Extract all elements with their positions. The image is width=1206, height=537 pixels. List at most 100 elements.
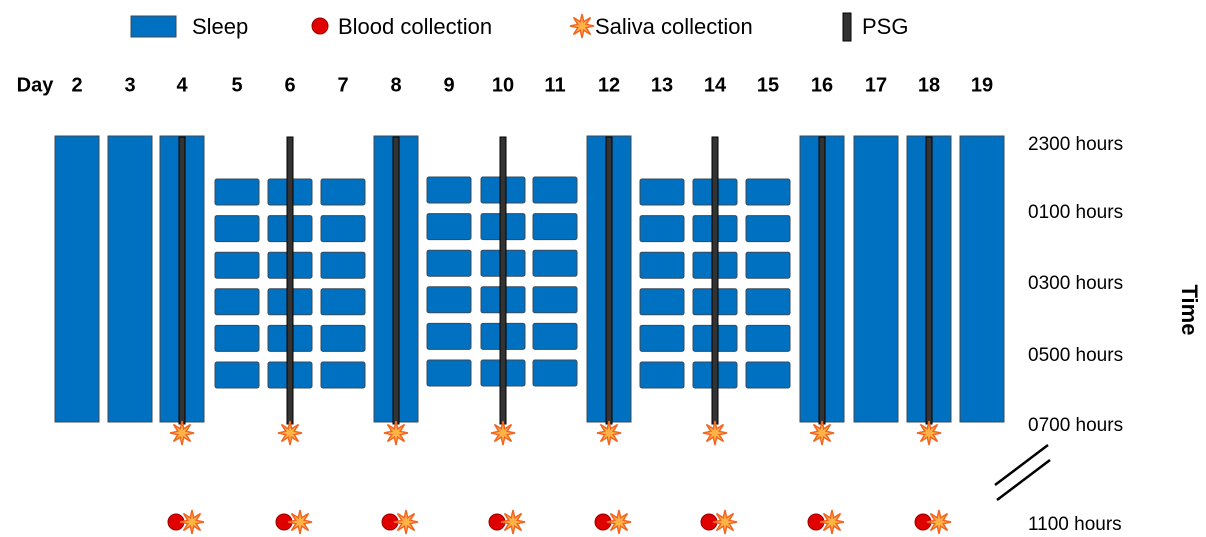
sleep-fragment	[639, 178, 685, 206]
psg-recording	[711, 136, 719, 425]
sleep-fragment	[532, 286, 578, 314]
psg-recording	[499, 136, 507, 425]
day-number: 7	[337, 74, 348, 96]
sleep-fragment	[639, 324, 685, 352]
day-number: 12	[598, 74, 620, 96]
legend-label: PSG	[862, 14, 908, 39]
sleep-fragment	[532, 359, 578, 387]
saliva-collection	[926, 509, 952, 535]
day-numbers: 2 3 4 5 6 7 8 9 10 11 12 13 14 15 16 17 18 19	[71, 74, 993, 96]
day-number: 9	[443, 74, 454, 96]
sleep-block	[959, 135, 1005, 423]
sleep-fragment	[532, 322, 578, 350]
sleep-fragment	[214, 324, 260, 352]
sleep-fragment	[745, 288, 791, 316]
day-number: 5	[231, 74, 242, 96]
saliva-collection	[393, 509, 419, 535]
sleep-fragment	[320, 288, 366, 316]
saliva-collection	[569, 13, 595, 39]
day-number: 16	[811, 74, 833, 96]
sleep-fragment	[532, 249, 578, 277]
saliva-collection	[179, 509, 205, 535]
sleep-fragment	[320, 215, 366, 243]
saliva-collection	[169, 420, 195, 446]
sleep-block	[853, 135, 899, 423]
hour-label: 1100 hours	[1028, 514, 1122, 535]
hour-label: 0500 hours	[1028, 345, 1123, 366]
day-number: 11	[544, 74, 565, 96]
legend-sleep-swatch	[130, 15, 177, 38]
sleep-fragment	[639, 251, 685, 279]
psg-recording	[605, 136, 613, 425]
sleep-fragment	[320, 178, 366, 206]
sleep-fragment	[426, 213, 472, 241]
sleep-fragment	[426, 322, 472, 350]
sleep-fragment	[532, 213, 578, 241]
saliva-collection	[819, 509, 845, 535]
saliva-collection	[277, 420, 303, 446]
sleep-block	[107, 135, 153, 423]
sleep-fragment	[745, 178, 791, 206]
sleep-fragment	[745, 251, 791, 279]
sleep-fragment	[745, 324, 791, 352]
saliva-collection	[287, 509, 313, 535]
day-number: 3	[124, 74, 135, 96]
psg-recording	[818, 136, 826, 425]
hour-label: 0300 hours	[1028, 273, 1123, 294]
hour-label: 0700 hours	[1028, 415, 1123, 436]
day-number: 19	[971, 74, 993, 96]
sleep-fragment	[745, 215, 791, 243]
saliva-collection	[712, 509, 738, 535]
day-number: 4	[176, 74, 188, 96]
legend: Sleep Blood collection Saliva collection…	[130, 12, 908, 42]
day-number: 17	[865, 74, 887, 96]
day-number: 13	[651, 74, 673, 96]
legend-label: Blood collection	[338, 14, 492, 39]
axis-break	[996, 459, 1051, 501]
sleep-fragment	[320, 361, 366, 389]
axis-break	[994, 444, 1049, 486]
psg-recording	[392, 136, 400, 425]
day-number: 10	[492, 74, 514, 96]
sleep-fragment	[745, 361, 791, 389]
hour-label: 0100 hours	[1028, 202, 1123, 223]
saliva-collection	[500, 509, 526, 535]
axis-label: Time	[1177, 285, 1202, 336]
legend-blood-icon	[311, 17, 329, 35]
day-number: 14	[704, 74, 727, 96]
legend-psg-icon	[842, 12, 852, 42]
sleep-fragment	[426, 249, 472, 277]
saliva-collection	[490, 420, 516, 446]
sleep-fragment	[426, 359, 472, 387]
sleep-fragment	[639, 361, 685, 389]
day-number: 8	[390, 74, 401, 96]
psg-recording	[286, 136, 294, 425]
hour-labels: 2300 hours 0100 hours 0300 hours 0500 hours…	[1028, 134, 1123, 535]
sleep-fragment	[214, 361, 260, 389]
sleep-fragment	[320, 251, 366, 279]
legend-saliva-icon	[569, 13, 595, 39]
day-number: 15	[757, 74, 779, 96]
sleep-fragment	[214, 178, 260, 206]
legend-label: Sleep	[192, 14, 248, 39]
day-number: 2	[71, 74, 82, 96]
psg-recording	[178, 136, 186, 425]
psg-recording	[925, 136, 933, 425]
sleep-fragment	[214, 288, 260, 316]
saliva-collection	[916, 420, 942, 446]
sleep-fragment	[320, 324, 366, 352]
legend-label: Saliva collection	[595, 14, 753, 39]
hour-label: 2300 hours	[1028, 134, 1123, 155]
sleep-fragment	[426, 176, 472, 204]
sleep-fragment	[426, 286, 472, 314]
day-label: Day	[17, 74, 55, 96]
saliva-collection	[596, 420, 622, 446]
sleep-block	[54, 135, 100, 423]
schedule	[54, 135, 1005, 535]
day-number: 6	[284, 74, 295, 96]
saliva-collection	[383, 420, 409, 446]
day-number: 18	[918, 74, 940, 96]
sleep-fragment	[532, 176, 578, 204]
saliva-collection	[702, 420, 728, 446]
